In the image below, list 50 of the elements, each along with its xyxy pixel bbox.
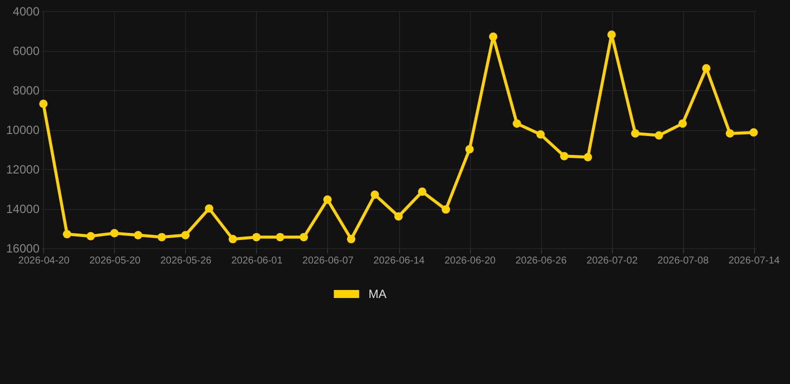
point [228, 234, 237, 244]
y-tick-label: 12000 [6, 162, 40, 176]
point [346, 234, 356, 244]
x-tick-label: 2026-06-14 [373, 256, 426, 266]
y-tick-label: 14000 [6, 202, 40, 216]
y-tick-label: 4000 [12, 4, 40, 18]
point [110, 229, 119, 238]
x-tick-label: 2026-07-02 [586, 256, 638, 266]
point [39, 100, 48, 108]
point [442, 205, 450, 214]
x-tick-label: 2026-06-07 [302, 256, 354, 266]
y-tick-label: 10000 [6, 123, 40, 137]
y-tick-label: 6000 [12, 44, 40, 58]
point [370, 190, 380, 199]
point [678, 119, 687, 128]
x-tick-label: 2026-05-20 [89, 256, 141, 266]
point [726, 129, 734, 138]
point [512, 119, 522, 128]
point [631, 129, 640, 138]
x-tick-label: 2026-04-20 [18, 256, 70, 266]
point [62, 230, 72, 238]
point [465, 145, 474, 154]
legend-label: MA [368, 287, 386, 301]
point [252, 232, 261, 242]
point [654, 131, 664, 140]
point [749, 128, 758, 137]
point [204, 204, 214, 213]
y-tick-label: 16000 [6, 242, 40, 256]
point [181, 230, 190, 240]
x-tick-label: 2026-06-01 [231, 256, 283, 266]
point [560, 152, 568, 160]
point [276, 232, 284, 242]
point [489, 32, 498, 41]
x-tick-label: 2026-06-20 [444, 256, 496, 266]
x-tick-label: 2026-06-26 [515, 256, 568, 266]
point [86, 232, 95, 240]
x-tick-label: 2026-05-26 [160, 256, 212, 266]
point [536, 130, 545, 139]
point [394, 212, 403, 221]
x-tick-label: 2026-07-14 [728, 256, 780, 266]
x-tick-label: 2026-07-08 [658, 256, 710, 266]
y-tick-label: 8000 [12, 84, 40, 98]
point [134, 230, 142, 240]
point [418, 188, 426, 196]
point [158, 232, 166, 242]
point [607, 30, 616, 39]
point [300, 232, 308, 242]
point [702, 64, 710, 72]
point [323, 195, 332, 204]
point [584, 152, 592, 162]
